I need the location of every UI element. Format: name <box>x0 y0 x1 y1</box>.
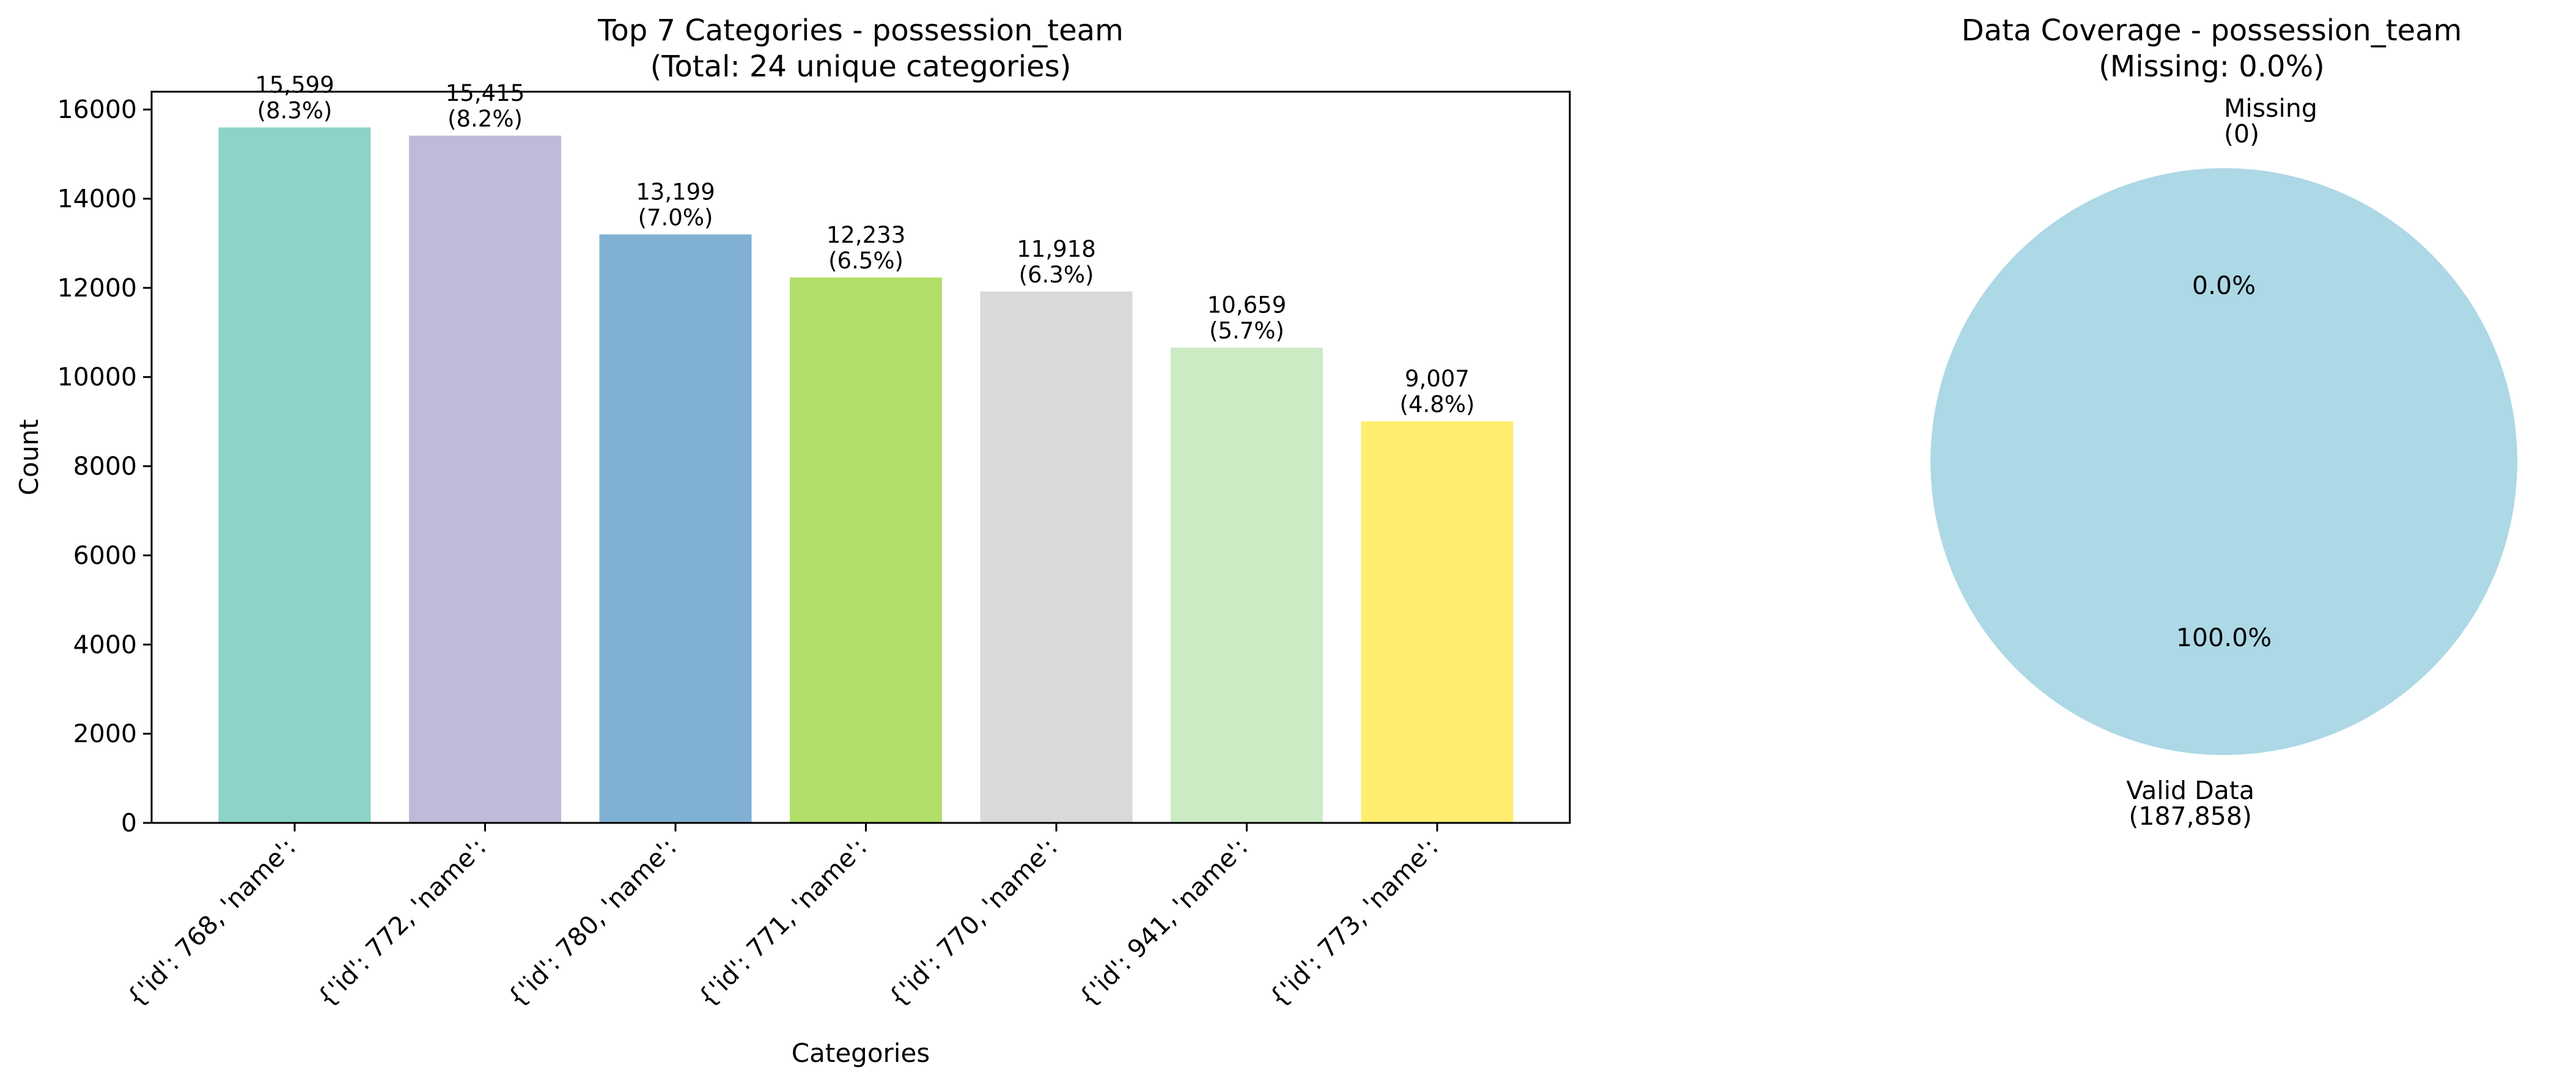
bar-percent-label: (6.5%) <box>828 248 903 274</box>
y-axis: 0 2000 4000 6000 8000 10000 12000 14000 16000 <box>57 95 152 838</box>
x-axis-label: Categories <box>792 1038 930 1068</box>
bar-value-label: 15,599 <box>255 72 334 98</box>
bar-value-label: 15,415 <box>446 80 524 106</box>
y-tick-label: 0 <box>121 808 137 838</box>
pie-slice-label: Valid Data <box>2126 776 2254 805</box>
bar <box>1361 421 1514 823</box>
pie-slice-count-label: (187,858) <box>2129 801 2252 831</box>
bar <box>980 291 1133 824</box>
bar-data-labels: 15,599(8.3%) 15,415(8.2%) 13,199(7.0%) 12,2… <box>255 72 1474 418</box>
bar-percent-label: (7.0%) <box>638 204 713 230</box>
bar-percent-label: (8.2%) <box>447 106 523 132</box>
bar <box>790 277 942 823</box>
pie-chart-title: Data Coverage - possession_team <box>1962 13 2462 48</box>
y-tick-label: 2000 <box>73 719 137 748</box>
pie-slice-count-label: (0) <box>2224 119 2259 149</box>
y-axis-label: Count <box>14 419 44 496</box>
pie-slice-label: Missing <box>2224 94 2317 123</box>
y-tick-label: 4000 <box>73 630 137 659</box>
bar <box>599 234 752 823</box>
y-tick-label: 16000 <box>57 95 137 124</box>
bar-value-label: 9,007 <box>1405 366 1470 392</box>
bar <box>409 135 561 824</box>
bar-value-label: 13,199 <box>636 179 715 205</box>
pie-slice <box>1930 168 2517 755</box>
bar <box>218 127 371 823</box>
y-tick-label: 8000 <box>73 452 137 481</box>
bar-plot-frame <box>150 90 1571 824</box>
y-tick-label: 12000 <box>57 273 137 303</box>
bar-chart-subtitle: (Total: 24 unique categories) <box>650 50 1072 84</box>
bar-chart: Top 7 Categories - possession_team (Tota… <box>14 13 1571 1068</box>
pie-labels: Valid Data(187,858) 100.0% Missing(0) 0.0% <box>2126 94 2317 831</box>
bar-value-label: 11,918 <box>1017 236 1095 262</box>
pie-percent-label: 0.0% <box>2192 271 2256 300</box>
pie-chart: Data Coverage - possession_team (Missing… <box>1930 13 2517 831</box>
pie-percent-label: 100.0% <box>2176 623 2272 652</box>
pie-slices <box>1930 168 2517 755</box>
bar-value-label: 10,659 <box>1207 292 1286 319</box>
y-tick-label: 6000 <box>73 540 137 570</box>
bar-chart-title: Top 7 Categories - possession_team <box>597 13 1124 48</box>
pie-chart-subtitle: (Missing: 0.0%) <box>2099 50 2325 84</box>
bar <box>1171 347 1323 823</box>
bar-percent-label: (4.8%) <box>1400 391 1475 418</box>
bar-series <box>218 127 1514 824</box>
bar-percent-label: (6.3%) <box>1019 262 1094 288</box>
bar-percent-label: (8.3%) <box>257 97 333 123</box>
y-tick-label: 14000 <box>57 184 137 213</box>
bar-percent-label: (5.7%) <box>1209 318 1284 344</box>
bar-value-label: 12,233 <box>826 222 905 248</box>
y-tick-label: 10000 <box>57 363 137 392</box>
